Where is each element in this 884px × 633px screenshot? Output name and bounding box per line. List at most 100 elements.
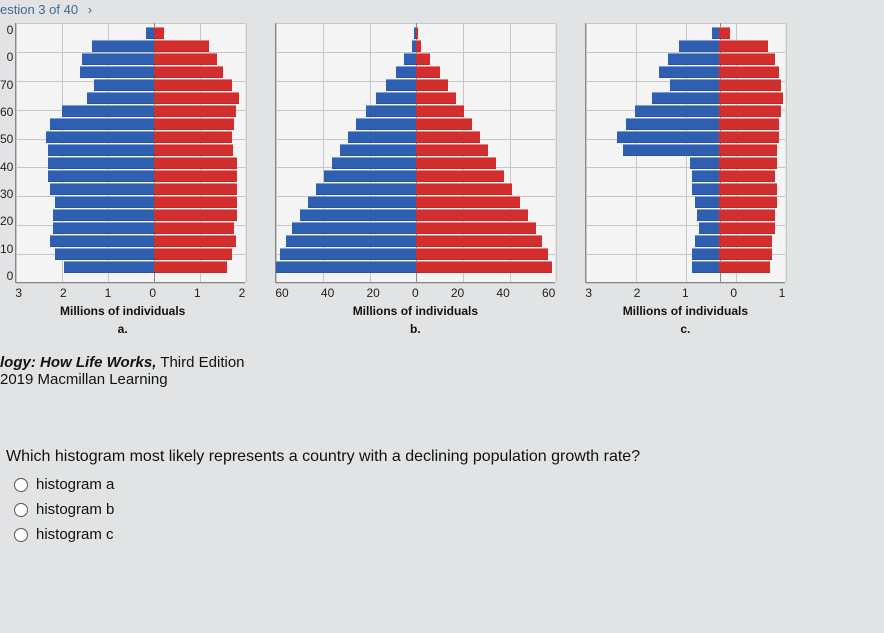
male-bar [55, 196, 154, 208]
female-bar [416, 261, 552, 273]
radio-icon[interactable] [14, 478, 28, 492]
male-bar [87, 92, 154, 104]
male-bar [623, 144, 719, 156]
chart-sublabel: a. [118, 322, 128, 336]
female-bar [416, 196, 520, 208]
age-bar-row [276, 248, 555, 260]
age-bar-row [16, 92, 245, 104]
male-bar [396, 66, 416, 78]
book-citation: logy: How Life Works, Third Edition 2019… [0, 354, 884, 388]
female-bar [416, 66, 440, 78]
male-bar [324, 170, 416, 182]
female-bar [154, 92, 239, 104]
male-bar [635, 105, 719, 117]
book-copyright: 2019 Macmillan Learning [0, 371, 168, 388]
female-bar [416, 92, 456, 104]
x-tick: 1 [105, 286, 112, 300]
female-bar [719, 170, 775, 182]
male-bar [695, 196, 719, 208]
x-tick: 1 [779, 286, 786, 300]
female-bar [416, 235, 542, 247]
age-bar-row [276, 144, 555, 156]
female-bar [154, 66, 223, 78]
female-bar [154, 222, 235, 234]
age-bar-row [586, 53, 785, 65]
female-bar [154, 235, 236, 247]
age-bar-row [16, 209, 245, 221]
male-bar [316, 183, 416, 195]
age-bar-row [16, 196, 245, 208]
y-tick: 30 [0, 187, 13, 201]
female-bar [416, 183, 512, 195]
age-bar-row [16, 222, 245, 234]
radio-icon[interactable] [14, 528, 28, 542]
female-bar [154, 248, 232, 260]
age-bar-row [276, 157, 555, 169]
age-bar-row [16, 170, 245, 182]
age-bar-row [276, 92, 555, 104]
answer-option[interactable]: histogram c [14, 526, 884, 543]
female-bar [416, 157, 496, 169]
age-bar-row [16, 261, 245, 273]
x-tick: 0 [412, 286, 419, 300]
age-bar-row [16, 118, 245, 130]
male-bar [55, 248, 154, 260]
age-bar-row [586, 196, 785, 208]
male-bar [356, 118, 416, 130]
y-tick: 60 [0, 105, 13, 119]
male-bar [276, 261, 416, 273]
answer-option[interactable]: histogram b [14, 501, 884, 518]
male-bar [48, 157, 154, 169]
male-bar [292, 222, 416, 234]
female-bar [154, 105, 236, 117]
female-bar [154, 170, 238, 182]
x-tick: 3 [585, 286, 592, 300]
male-bar [376, 92, 416, 104]
y-axis: 00706050403020100 [0, 23, 15, 283]
female-bar [719, 183, 777, 195]
x-axis: 32101 [585, 286, 785, 300]
female-bar [416, 79, 448, 91]
female-bar [154, 196, 238, 208]
male-bar [617, 131, 719, 143]
age-bar-row [276, 209, 555, 221]
female-bar [154, 261, 228, 273]
radio-icon[interactable] [14, 503, 28, 517]
male-bar [626, 118, 719, 130]
y-tick: 70 [0, 78, 13, 92]
age-bar-row [276, 79, 555, 91]
plot-area [275, 23, 555, 283]
book-edition: Third Edition [156, 354, 244, 371]
male-bar [332, 157, 416, 169]
female-bar [416, 131, 480, 143]
male-bar [280, 248, 416, 260]
x-tick: 2 [239, 286, 246, 300]
question-nav: estion 3 of 40 › [0, 0, 884, 23]
age-bar-row [16, 105, 245, 117]
x-tick: 3 [15, 286, 22, 300]
age-bar-row [16, 27, 245, 39]
female-bar [154, 183, 237, 195]
female-bar [154, 209, 237, 221]
x-tick: 40 [321, 286, 334, 300]
next-question-icon[interactable]: › [88, 2, 92, 17]
male-bar [699, 222, 719, 234]
female-bar [719, 261, 770, 273]
x-tick: 20 [366, 286, 379, 300]
age-bar-row [16, 53, 245, 65]
charts-row: 00706050403020100 321012 Millions of ind… [0, 23, 884, 336]
x-tick: 60 [542, 286, 555, 300]
male-bar [50, 118, 154, 130]
female-bar [416, 144, 488, 156]
age-bar-row [16, 66, 245, 78]
age-bar-row [586, 92, 785, 104]
female-bar [719, 144, 777, 156]
male-bar [82, 53, 153, 65]
plot-area [15, 23, 245, 283]
age-bar-row [586, 248, 785, 260]
male-bar [46, 131, 154, 143]
female-bar [719, 92, 783, 104]
x-axis: 6040200204060 [275, 286, 555, 300]
answer-option[interactable]: histogram a [14, 476, 884, 493]
age-bar-row [586, 157, 785, 169]
